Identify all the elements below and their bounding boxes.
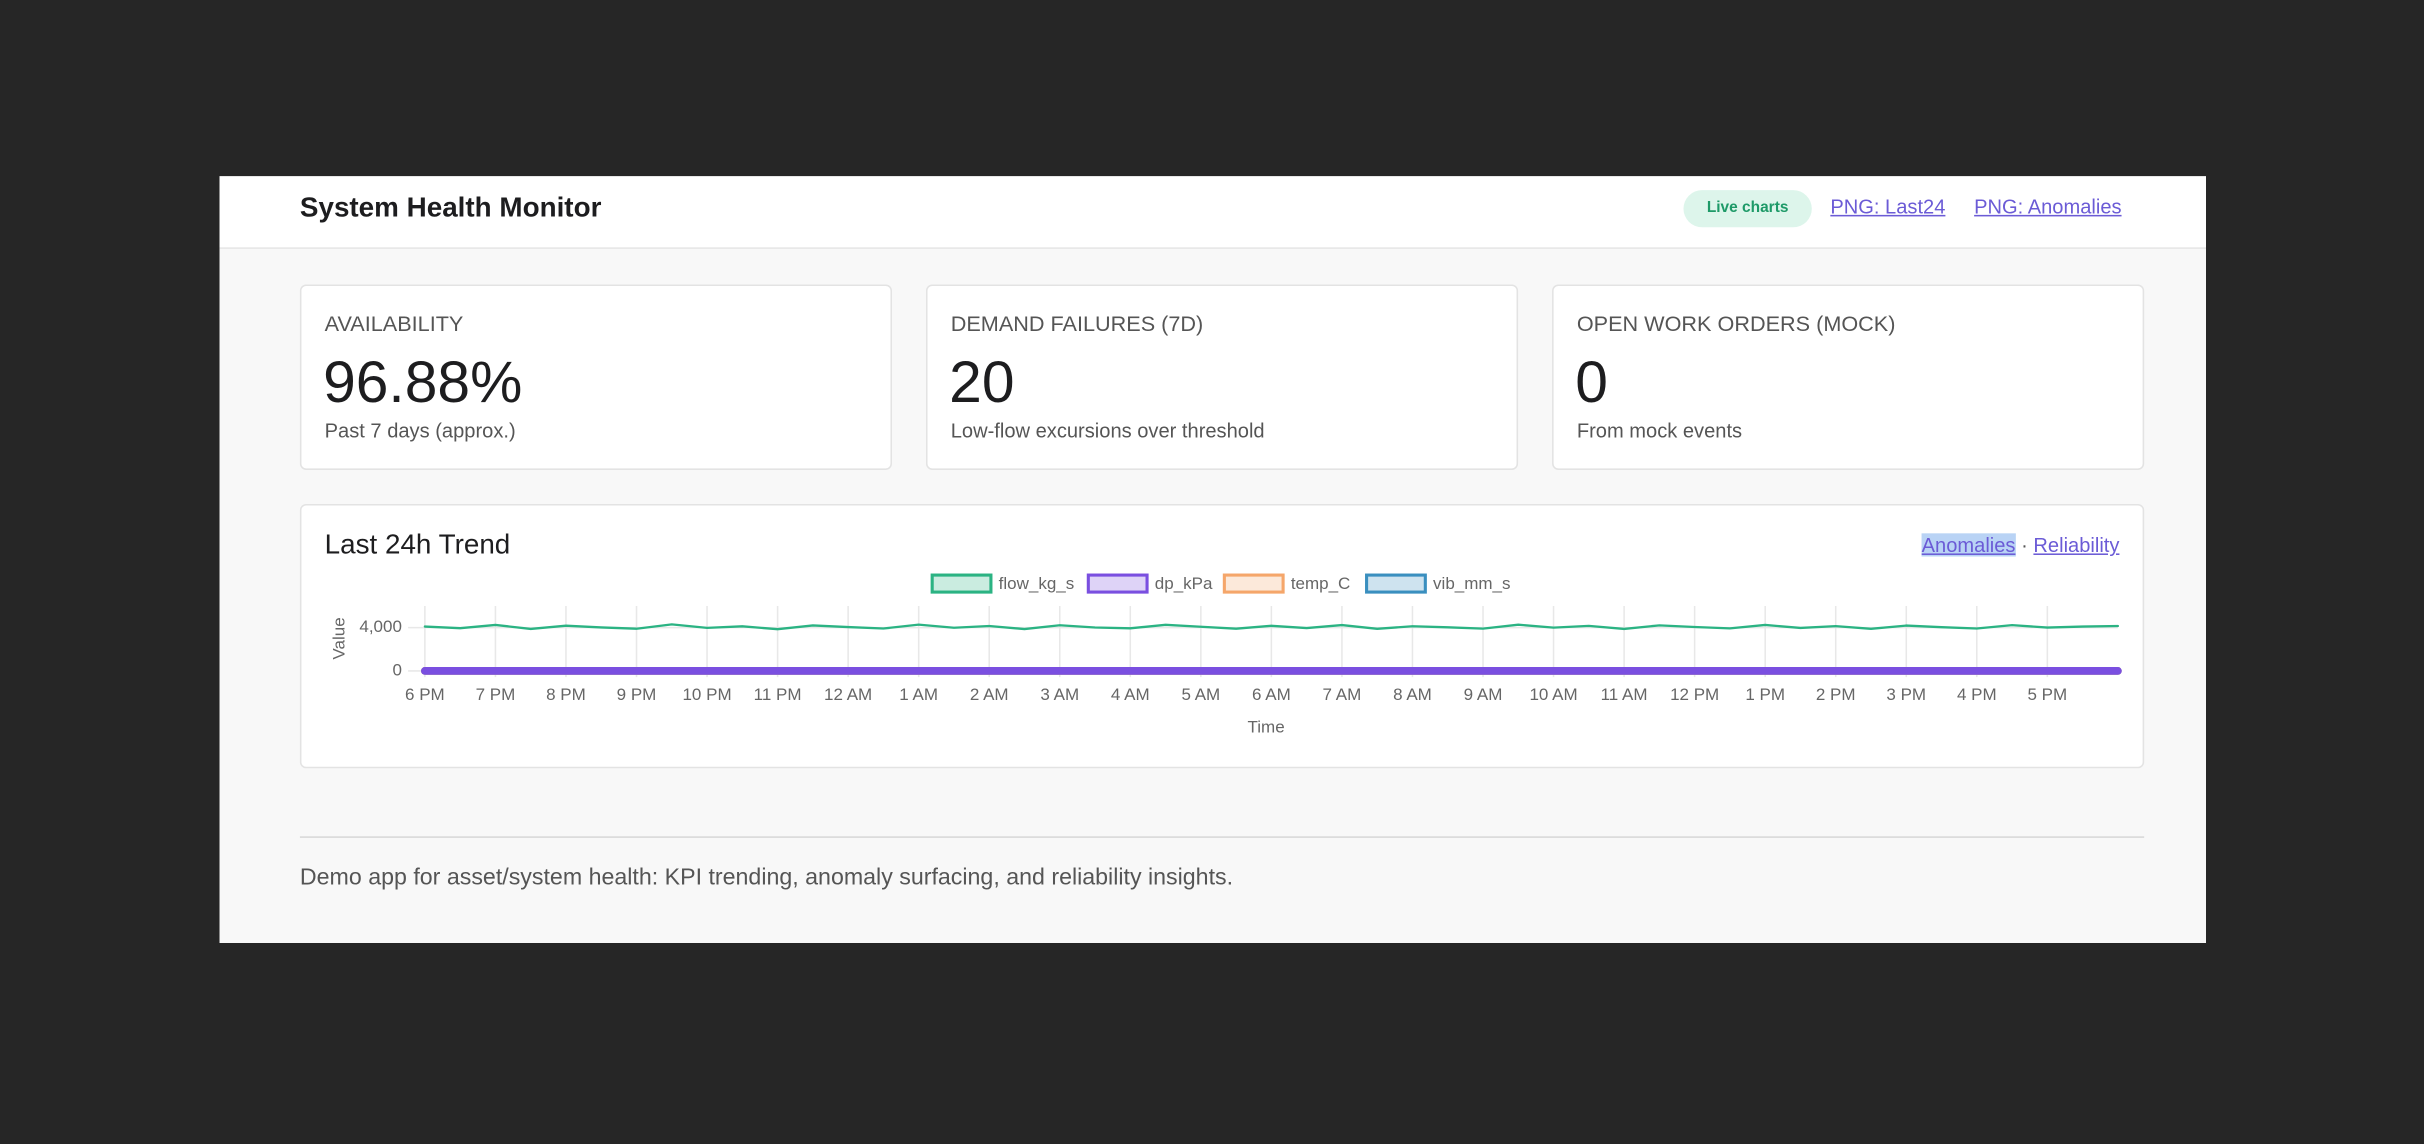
- x-tick-label: 8 PM: [546, 685, 586, 704]
- x-tick-label: 10 PM: [682, 685, 731, 704]
- x-tick-label: 1 PM: [1745, 685, 1785, 704]
- x-tick-label: 8 AM: [1393, 685, 1432, 704]
- app-title: System Health Monitor: [299, 191, 602, 223]
- badge: Live charts: [1683, 190, 1812, 228]
- legend-label: vib_mm_s: [1433, 574, 1510, 593]
- x-tick-label: 11 PM: [754, 685, 802, 704]
- x-tick-label: 3 AM: [1040, 685, 1079, 704]
- chart-title: Last 24h Trend: [324, 528, 511, 560]
- x-tick-label: 12 AM: [824, 685, 872, 704]
- link[interactable]: PNG: Anomalies: [1974, 194, 2122, 218]
- kpi-value: 20: [949, 350, 1015, 416]
- kpi-card: AVAILABILITY 96.88% Past 7 days (approx.…: [299, 284, 892, 470]
- kpi-note: Low-flow excursions over threshold: [950, 418, 1265, 443]
- link[interactable]: Anomalies: [1921, 533, 2016, 557]
- x-tick-label: 7 PM: [476, 685, 516, 704]
- separator: ·: [2021, 533, 2028, 557]
- legend-swatch: [1222, 573, 1285, 594]
- x-tick-label: 12 PM: [1670, 685, 1719, 704]
- kpi-label: OPEN WORK ORDERS (MOCK): [1576, 310, 1896, 336]
- y-tick-label: 0: [392, 660, 401, 679]
- header: [219, 176, 2206, 249]
- series-line: [423, 623, 2120, 631]
- divider: [299, 836, 2145, 838]
- kpi-value: 0: [1575, 350, 1608, 416]
- legend-label: temp_C: [1291, 574, 1351, 593]
- x-tick-label: 2 AM: [970, 685, 1009, 704]
- kpi-card: OPEN WORK ORDERS (MOCK) 0 From mock even…: [1552, 284, 2145, 470]
- x-tick-label: 5 AM: [1181, 685, 1220, 704]
- legend-swatch: [1086, 573, 1149, 594]
- x-tick-label: 3 PM: [1886, 685, 1926, 704]
- legend-swatch: [1365, 573, 1427, 594]
- y-tick-label: 4,000: [359, 617, 402, 636]
- x-tick-label: 9 AM: [1464, 685, 1503, 704]
- kpi-card: DEMAND FAILURES (7D) 20 Low-flow excursi…: [925, 284, 1519, 470]
- kpi-label: DEMAND FAILURES (7D): [950, 310, 1204, 336]
- kpi-value: 96.88%: [323, 350, 523, 416]
- x-axis-label: Time: [1248, 718, 1285, 737]
- x-tick-label: 6 PM: [405, 685, 445, 704]
- x-tick-label: 5 PM: [2027, 685, 2067, 704]
- link[interactable]: PNG: Last24: [1830, 194, 1946, 218]
- legend-swatch: [930, 573, 993, 594]
- x-tick-label: 7 AM: [1323, 685, 1362, 704]
- x-tick-label: 6 AM: [1252, 685, 1291, 704]
- footer-text: Demo app for asset/system health: KPI tr…: [299, 864, 1234, 891]
- kpi-note: From mock events: [1576, 418, 1743, 443]
- kpi-label: AVAILABILITY: [324, 310, 464, 336]
- kpi-note: Past 7 days (approx.): [324, 418, 516, 443]
- chart-card: [299, 503, 2145, 769]
- x-tick-label: 10 AM: [1529, 685, 1577, 704]
- y-axis-label: Value: [330, 617, 349, 659]
- x-tick-label: 11 AM: [1601, 685, 1648, 704]
- legend-label: flow_kg_s: [999, 574, 1075, 593]
- x-tick-label: 9 PM: [617, 685, 657, 704]
- x-tick-label: 1 AM: [899, 685, 938, 704]
- x-tick-label: 2 PM: [1816, 685, 1856, 704]
- x-tick-label: 4 PM: [1957, 685, 1997, 704]
- chart-links: Anomalies · Reliability: [1921, 533, 2120, 557]
- x-tick-label: 4 AM: [1111, 685, 1150, 704]
- legend-label: dp_kPa: [1155, 574, 1213, 593]
- link[interactable]: Reliability: [2033, 533, 2120, 557]
